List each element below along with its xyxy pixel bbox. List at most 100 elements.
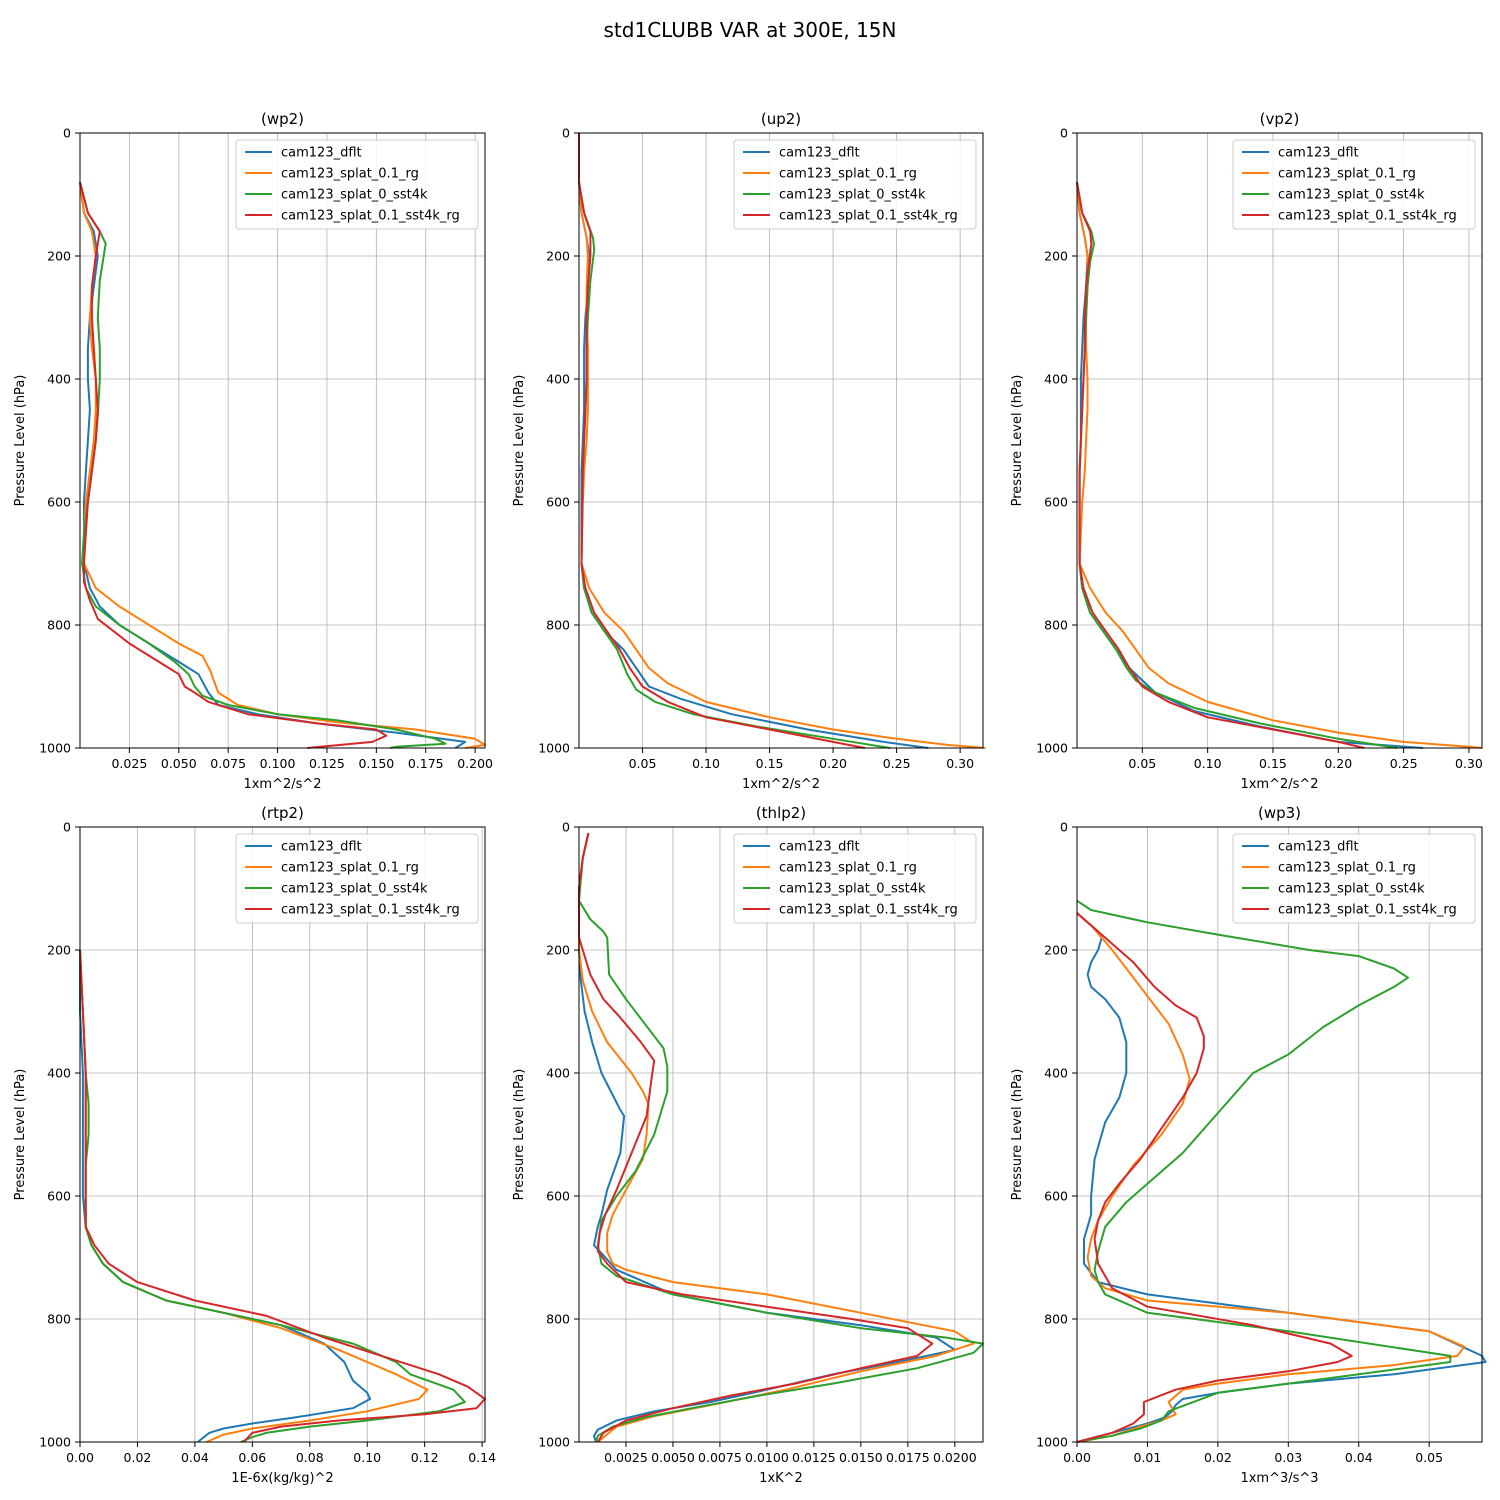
y-tick-label: 0	[63, 820, 71, 835]
legend-box	[235, 139, 479, 230]
x-tick-label: 0.14	[468, 1450, 496, 1465]
x-tick-label: 0.025	[111, 756, 147, 771]
panel-title: (wp3)	[1258, 804, 1301, 822]
x-tick-label: 0.0175	[886, 1450, 930, 1465]
legend-label: cam123_splat_0.1_sst4k_rg	[281, 209, 460, 224]
y-tick-label: 200	[47, 943, 71, 958]
series-line-cam123_splat_0_sst4k	[1076, 899, 1452, 1443]
y-tick-label: 400	[47, 372, 71, 387]
series-line-cam123_splat_0.1_sst4k_rg	[1076, 182, 1365, 749]
series-line-cam123_dflt	[79, 182, 467, 749]
panel-title: (vp2)	[1260, 110, 1300, 128]
x-tick-label: 0.150	[358, 756, 394, 771]
x-axis-label: 1xm^2/s^2	[742, 777, 820, 792]
panel-title: (rtp2)	[261, 804, 304, 822]
y-tick-label: 1000	[39, 1435, 71, 1450]
x-tick-label: 0.0100	[745, 1450, 789, 1465]
y-tick-label: 0	[562, 820, 570, 835]
series-line-cam123_splat_0.1_sst4k_rg	[578, 832, 934, 1443]
y-tick-label: 400	[1044, 1066, 1068, 1081]
x-tick-label: 0.20	[819, 756, 847, 771]
x-tick-label: 0.10	[353, 1450, 381, 1465]
y-tick-label: 1000	[39, 741, 71, 756]
y-tick-label: 600	[546, 495, 570, 510]
y-tick-label: 600	[47, 495, 71, 510]
y-tick-label: 1000	[1036, 1435, 1068, 1450]
y-tick-label: 0	[63, 126, 71, 141]
panel-2: 0.05 0.10 0.15 0.20 0.25 0.30 0 200 400 600 800 100…	[1010, 110, 1483, 792]
y-tick-label: 600	[1044, 495, 1068, 510]
y-tick-label: 800	[1044, 1312, 1068, 1327]
series-line-cam123_splat_0_sst4k	[79, 949, 466, 1443]
x-tick-label: 0.0025	[604, 1450, 648, 1465]
x-tick-label: 0.25	[1390, 756, 1418, 771]
x-tick-label: 0.100	[260, 756, 296, 771]
y-tick-label: 600	[47, 1189, 71, 1204]
y-tick-label: 400	[47, 1066, 71, 1081]
legend: cam123_dflt cam123_splat_0.1_rg cam123_spl…	[733, 139, 977, 230]
axes-frame	[79, 826, 486, 1443]
legend-box	[1232, 139, 1476, 230]
x-tick-label: 0.200	[457, 756, 493, 771]
legend-box	[235, 833, 479, 924]
legend-label: cam123_dflt	[281, 146, 362, 161]
legend-label: cam123_splat_0.1_rg	[779, 861, 917, 876]
x-tick-label: 0.125	[309, 756, 345, 771]
x-tick-label: 0.03	[1274, 1450, 1302, 1465]
legend-label: cam123_splat_0.1_rg	[281, 167, 419, 182]
panel-title: (up2)	[761, 110, 801, 128]
legend: cam123_dflt cam123_splat_0.1_rg cam123_spl…	[235, 833, 479, 924]
y-tick-label: 800	[47, 1312, 71, 1327]
legend-label: cam123_splat_0_sst4k	[281, 188, 428, 203]
x-tick-label: 0.0200	[933, 1450, 977, 1465]
x-tick-label: 0.00	[66, 1450, 94, 1465]
legend-label: cam123_splat_0_sst4k	[779, 882, 926, 897]
axes-frame	[1076, 826, 1483, 1443]
legend-box	[733, 139, 977, 230]
legend: cam123_dflt cam123_splat_0.1_rg cam123_spl…	[733, 833, 977, 924]
series-line-cam123_splat_0.1_sst4k_rg	[79, 949, 486, 1443]
x-tick-label: 0.20	[1324, 756, 1352, 771]
y-tick-label: 200	[546, 249, 570, 264]
y-axis-label: Pressure Level (hPa)	[13, 1069, 28, 1201]
x-tick-label: 0.02	[1204, 1450, 1232, 1465]
y-tick-label: 1000	[538, 741, 570, 756]
series-line-cam123_splat_0.1_sst4k_rg	[578, 133, 865, 749]
x-tick-label: 0.075	[210, 756, 246, 771]
axes-frame	[79, 132, 486, 749]
panel-title: (thlp2)	[756, 804, 806, 822]
legend-label: cam123_dflt	[281, 840, 362, 855]
y-tick-label: 800	[1044, 618, 1068, 633]
x-axis-label: 1E-6x(kg/kg)^2	[231, 1471, 333, 1486]
y-tick-label: 600	[1044, 1189, 1068, 1204]
x-tick-label: 0.15	[1259, 756, 1287, 771]
x-tick-label: 0.10	[1194, 756, 1222, 771]
legend-label: cam123_splat_0.1_sst4k_rg	[779, 903, 958, 918]
y-tick-label: 800	[546, 1312, 570, 1327]
axes-frame	[1076, 132, 1483, 749]
legend: cam123_dflt cam123_splat_0.1_rg cam123_spl…	[1232, 139, 1476, 230]
legend-label: cam123_dflt	[779, 146, 860, 161]
legend-label: cam123_splat_0.1_rg	[1278, 167, 1416, 182]
legend-label: cam123_splat_0.1_sst4k_rg	[1278, 903, 1457, 918]
x-axis-label: 1xK^2	[759, 1471, 803, 1486]
x-tick-label: 0.05	[1415, 1450, 1443, 1465]
y-tick-label: 200	[1044, 249, 1068, 264]
legend-label: cam123_dflt	[1278, 146, 1359, 161]
series-line-cam123_splat_0.1_rg	[1076, 912, 1466, 1443]
legend-label: cam123_splat_0_sst4k	[779, 188, 926, 203]
x-tick-label: 0.25	[883, 756, 911, 771]
series-line-cam123_splat_0.1_sst4k_rg	[1076, 912, 1353, 1443]
panel-title: (wp2)	[261, 110, 304, 128]
x-tick-label: 0.0050	[651, 1450, 695, 1465]
x-tick-label: 0.04	[1345, 1450, 1373, 1465]
x-tick-label: 0.01	[1134, 1450, 1162, 1465]
y-tick-label: 1000	[1036, 741, 1068, 756]
panel-1: 0.05 0.10 0.15 0.20 0.25 0.30 0 200 400 600 800 100…	[512, 110, 986, 792]
x-tick-label: 0.05	[629, 756, 657, 771]
x-tick-label: 0.06	[238, 1450, 266, 1465]
y-tick-label: 400	[546, 372, 570, 387]
legend-label: cam123_dflt	[779, 840, 860, 855]
